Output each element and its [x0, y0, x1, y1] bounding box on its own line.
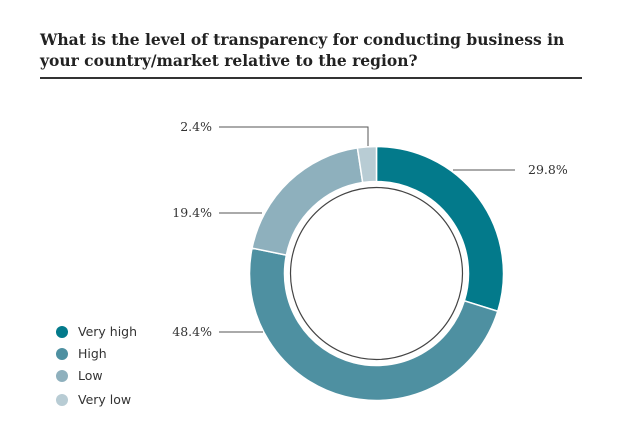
donut-slice-high	[248, 247, 499, 402]
legend-label: High	[78, 346, 107, 361]
chart-title: What is the level of transparency for co…	[40, 30, 565, 70]
data-label: 2.4%	[180, 119, 212, 134]
legend-label: Low	[78, 368, 103, 383]
donut-slice-very-low	[356, 145, 378, 184]
legend-label: Very high	[78, 324, 137, 339]
legend-label: Very low	[78, 392, 131, 407]
legend-swatch	[56, 394, 68, 406]
data-label: 19.4%	[172, 205, 212, 220]
legend-swatch	[56, 348, 68, 360]
leader-line	[219, 126, 369, 146]
legend-swatch	[56, 326, 68, 338]
data-label: 48.4%	[172, 324, 212, 339]
donut-slice-low	[251, 147, 364, 257]
donut-slice-very-high	[375, 145, 505, 313]
title-divider	[40, 77, 582, 79]
inner-ring-outline	[289, 186, 464, 361]
data-label: 29.8%	[528, 162, 568, 177]
legend-swatch	[56, 370, 68, 382]
